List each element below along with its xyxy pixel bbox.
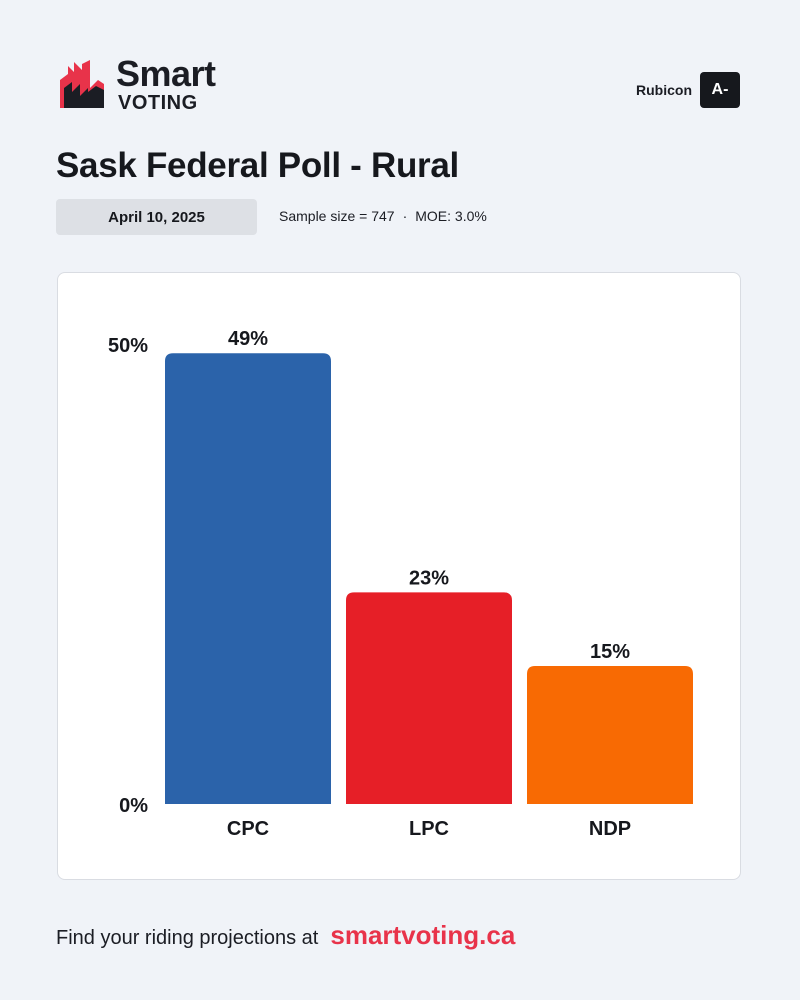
sample-size: Sample size = 747 xyxy=(279,208,395,224)
bar-chart: 0% 50% 49% CPC 23% LPC 15% NDP xyxy=(108,328,693,840)
brand-name-line2: VOTING xyxy=(118,92,198,114)
footer-text: Find your riding projections at xyxy=(56,927,319,949)
value-label-cpc: 49% xyxy=(228,328,268,350)
footer: Find your riding projections at smartvot… xyxy=(56,920,515,951)
poll-title: Sask Federal Poll - Rural xyxy=(56,146,459,185)
smart-voting-logo-icon xyxy=(60,60,104,108)
chart-card: 0% 50% 49% CPC 23% LPC 15% NDP xyxy=(57,272,741,880)
pollster-name: Rubicon xyxy=(636,82,692,98)
bar-cpc xyxy=(165,353,331,804)
pollster-grade-badge: A- xyxy=(700,72,740,108)
value-label-lpc: 23% xyxy=(409,567,449,589)
category-label-lpc: LPC xyxy=(409,818,449,840)
pollster-info: Rubicon A- xyxy=(636,72,740,108)
margin-of-error: MOE: 3.0% xyxy=(415,208,487,224)
brand-logo: Smart VOTING xyxy=(58,53,238,114)
category-label-cpc: CPC xyxy=(227,818,269,840)
category-label-ndp: NDP xyxy=(589,818,631,840)
poll-date: April 10, 2025 xyxy=(56,199,257,235)
value-label-ndp: 15% xyxy=(590,641,630,663)
meta-separator: · xyxy=(402,208,408,224)
bar-ndp xyxy=(527,666,693,804)
bar-lpc xyxy=(346,592,512,804)
footer-link[interactable]: smartvoting.ca xyxy=(330,920,516,950)
brand-name-line1: Smart xyxy=(116,53,216,94)
y-tick-label-0: 0% xyxy=(119,795,148,817)
poll-meta: Sample size = 747 · MOE: 3.0% xyxy=(279,208,487,224)
y-tick-label-50: 50% xyxy=(108,335,148,357)
